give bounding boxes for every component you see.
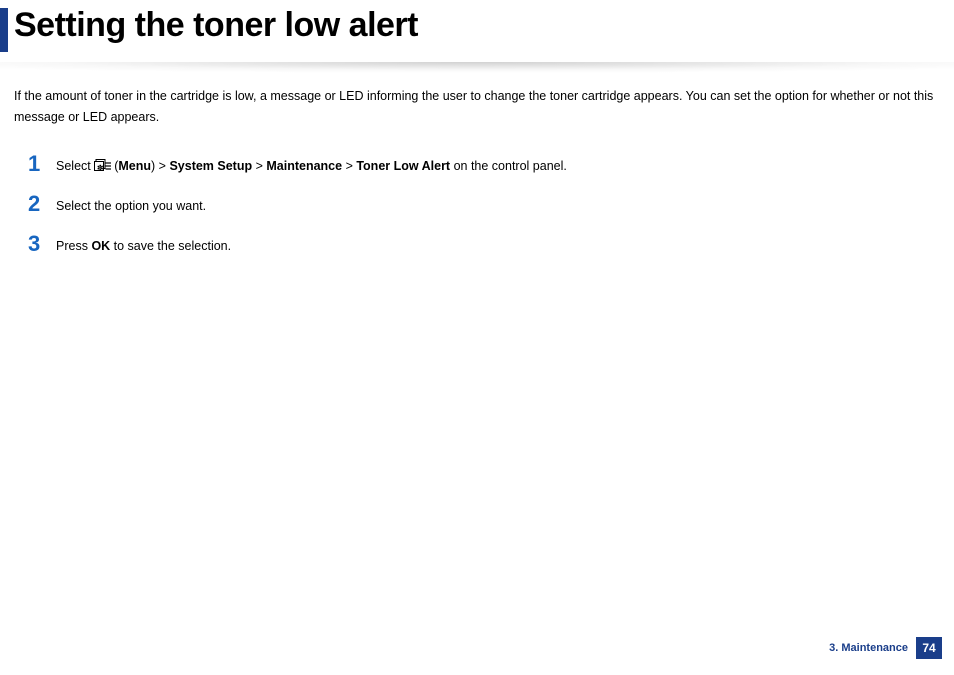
title-row: Setting the toner low alert [0, 8, 954, 52]
intro-paragraph: If the amount of toner in the cartridge … [14, 86, 940, 129]
step-number: 1 [28, 153, 56, 175]
step-seg-8: on the control panel. [450, 159, 567, 173]
page-number: 74 [916, 637, 942, 659]
step-seg-5: Maintenance [266, 159, 342, 173]
step-seg-4: > [252, 159, 266, 173]
step-2: 2 Select the option you want. [28, 193, 940, 217]
step-1: 1 Select ✽ (Menu) > System Setup > Maint… [28, 153, 940, 177]
svg-text:✽: ✽ [97, 163, 104, 172]
step-3: 3 Press OK to save the selection. [28, 233, 940, 257]
step-body: Press OK to save the selection. [56, 233, 231, 257]
step-seg-2: ) > [151, 159, 169, 173]
menu-icon: ✽ [94, 159, 112, 173]
content-area: If the amount of toner in the cartridge … [0, 76, 954, 257]
step-number: 2 [28, 193, 56, 215]
header-shadow [0, 62, 954, 76]
step-seg-7: Toner Low Alert [356, 159, 450, 173]
step-seg-2: to save the selection. [110, 239, 231, 253]
title-accent-bar [0, 8, 8, 52]
page-footer: 3. Maintenance 74 [829, 637, 942, 659]
step-number: 3 [28, 233, 56, 255]
footer-chapter: 3. Maintenance [829, 642, 908, 654]
steps-list: 1 Select ✽ (Menu) > System Setup > Maint… [14, 153, 940, 258]
step-text-prefix: Select [56, 159, 94, 173]
step-text: Select the option you want. [56, 199, 206, 213]
page-title: Setting the toner low alert [14, 8, 418, 44]
step-seg-6: > [342, 159, 356, 173]
page: Setting the toner low alert If the amoun… [0, 0, 954, 675]
page-header: Setting the toner low alert [0, 0, 954, 76]
step-seg-1: OK [91, 239, 110, 253]
step-body: Select the option you want. [56, 193, 206, 217]
step-seg-1: Menu [118, 159, 151, 173]
step-seg-3: System Setup [169, 159, 252, 173]
step-body: Select ✽ (Menu) > System Setup > Mainten… [56, 153, 567, 177]
step-seg-0: Press [56, 239, 91, 253]
